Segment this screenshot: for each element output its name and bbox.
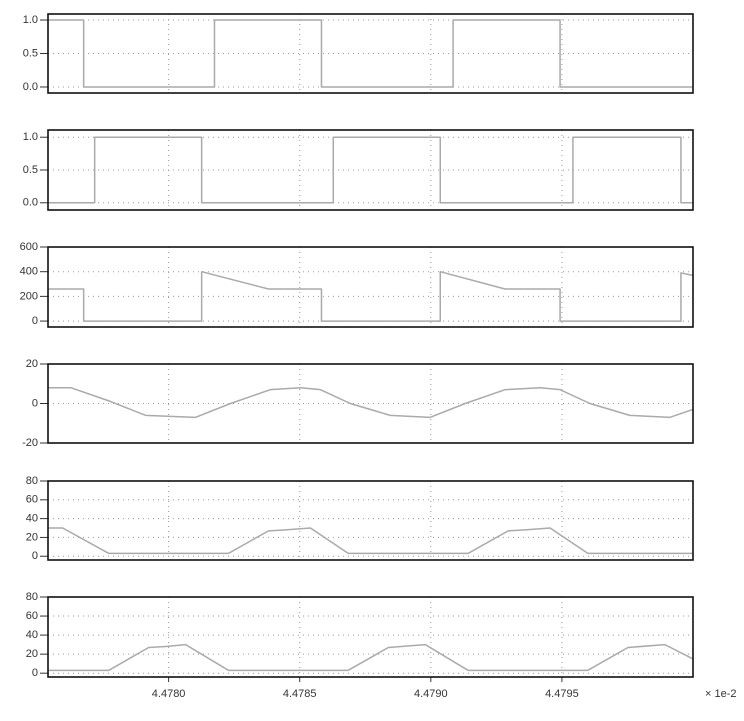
plot-frame [47,246,694,328]
y-tick-label: 0 [32,550,38,562]
y-tick-label: 0.0 [23,81,38,93]
y-tick-label: 20 [26,531,38,543]
y-tick-label: 20 [26,648,38,660]
x-scale-label: × 1e-2 [705,688,737,700]
y-tick-label: 1.0 [23,131,38,143]
x-tick-label: 4.4790 [414,688,448,700]
signal-line [48,136,693,204]
y-tick-label: 80 [26,591,38,603]
y-tick-label: 0 [32,397,38,409]
plot-frame [47,129,694,211]
y-tick-label: 60 [26,610,38,622]
plot-frame [47,13,694,94]
y-tick-label: 40 [26,629,38,641]
y-tick-label: 0.0 [23,197,38,209]
signal-line [48,270,694,322]
y-tick-label: 0.5 [23,164,38,176]
y-tick-label: 40 [26,513,38,525]
y-tick-label: 1.0 [23,14,38,26]
y-tick-label: 0 [32,315,38,327]
signal-line [48,527,693,555]
y-tick-label: 400 [20,266,38,278]
signal-line [48,386,694,419]
plot-frame [47,363,694,444]
y-tick-label: 200 [20,290,38,302]
y-tick-label: 0.5 [23,47,38,59]
y-tick-label: 0 [32,667,38,679]
plot-frame [47,480,694,561]
x-tick-label: 4.4795 [545,688,579,700]
signal-line [48,19,693,88]
x-tick-label: 4.4785 [283,688,317,700]
plot-frame [47,596,694,678]
signal-line [48,643,694,672]
x-tick-label: 4.4780 [152,688,186,700]
y-tick-label: 60 [26,494,38,506]
y-tick-label: 600 [20,241,38,253]
y-tick-label: 80 [26,475,38,487]
y-tick-label: -20 [22,437,38,449]
y-tick-label: 20 [26,358,38,370]
